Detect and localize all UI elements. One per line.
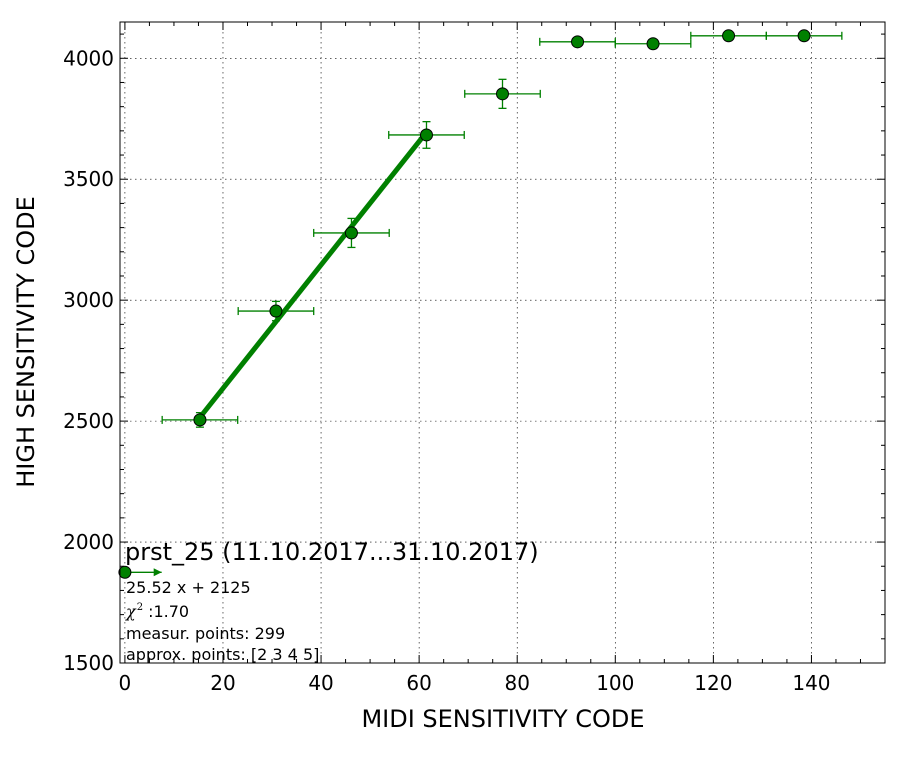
y-tick-label: 2000: [63, 530, 114, 554]
point-layer: [118, 29, 811, 579]
data-point: [419, 128, 433, 142]
grid: [120, 22, 885, 664]
annotation-chi-square: χ2 :1.70: [125, 602, 189, 621]
y-tick-label: 3000: [63, 288, 114, 312]
x-tick-label: 0: [119, 671, 132, 695]
tick-marks: [120, 22, 885, 664]
y-tick-label: 1500: [63, 651, 114, 675]
annotation-approx-points: approx. points: [2 3 4 5]: [126, 645, 319, 664]
y-tick-label: 4000: [63, 46, 114, 70]
x-tick-label: 20: [210, 671, 235, 695]
data-point: [269, 304, 283, 318]
annotation-title: prst_25 (11.10.2017...31.10.2017): [125, 538, 539, 566]
chi-value: :1.70: [148, 602, 189, 621]
x-tick-label: 80: [504, 671, 529, 695]
y-tick-labels: 1500 2000 2500 3000 3500 4000: [63, 46, 114, 675]
plot-frame: [119, 21, 886, 664]
annotation-equation: 25.52 x + 2125: [126, 578, 251, 597]
x-tick-label: 100: [596, 671, 634, 695]
arrow-head: [153, 568, 162, 577]
x-tick-labels: 0 20 40 60 80 100 120 140: [119, 671, 831, 695]
fit-line: [197, 130, 429, 419]
data-point: [344, 226, 358, 240]
x-tick-label: 120: [694, 671, 732, 695]
x-tick-label: 60: [406, 671, 431, 695]
annotation-measur-points: measur. points: 299: [126, 624, 285, 643]
chi-symbol: χ: [125, 602, 137, 621]
annotation-box: prst_25 (11.10.2017...31.10.2017) 25.52 …: [125, 538, 539, 664]
y-tick-label: 2500: [63, 409, 114, 433]
data-point: [722, 29, 736, 43]
y-tick-label: 3500: [63, 167, 114, 191]
x-tick-label: 140: [792, 671, 830, 695]
x-tick-label: 40: [308, 671, 333, 695]
data-point: [571, 35, 585, 49]
data-point: [193, 413, 207, 427]
fit-layer: [197, 130, 429, 419]
chi-power: 2: [137, 602, 143, 613]
y-axis-label: HIGH SENSITIVITY CODE: [12, 196, 40, 488]
x-axis-label: MIDI SENSITIVITY CODE: [361, 705, 644, 733]
data-point: [646, 37, 660, 51]
data-point: [118, 565, 132, 579]
data-point: [496, 87, 509, 101]
data-point: [797, 29, 811, 43]
